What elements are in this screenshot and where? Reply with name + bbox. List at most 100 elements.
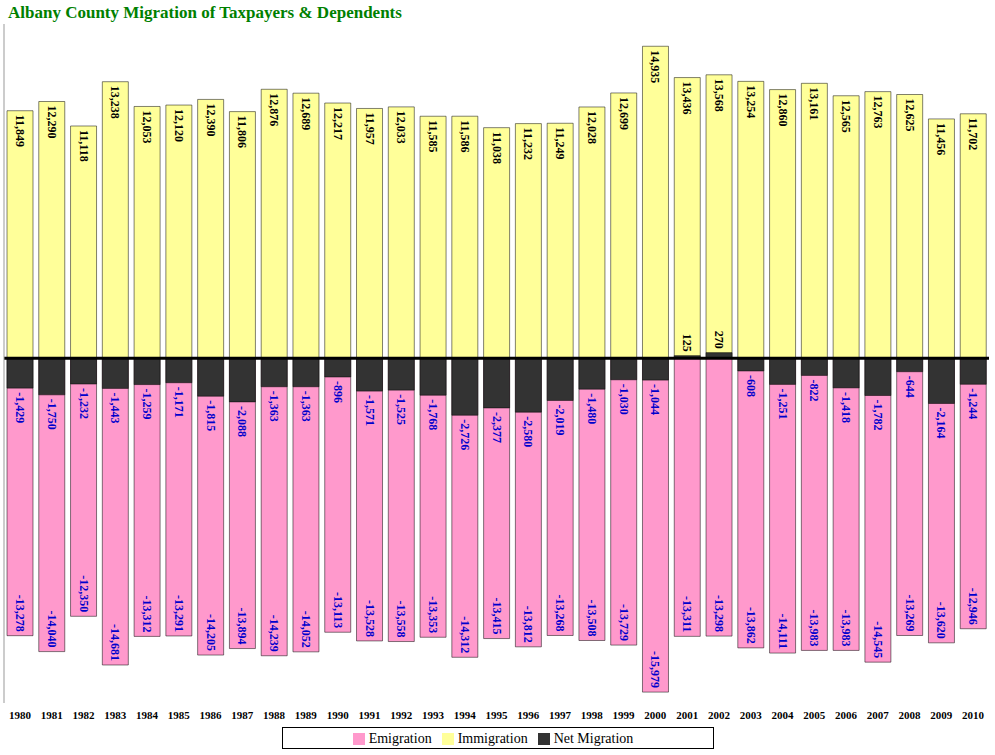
svg-text:-644: -644 xyxy=(903,376,917,398)
svg-text:-896: -896 xyxy=(331,381,345,403)
svg-text:2005: 2005 xyxy=(803,709,826,721)
svg-text:-13,269: -13,269 xyxy=(903,594,917,631)
svg-text:1982: 1982 xyxy=(72,709,95,721)
svg-text:11,118: 11,118 xyxy=(77,130,91,162)
svg-text:-13,278: -13,278 xyxy=(13,595,27,632)
svg-text:-822: -822 xyxy=(807,379,821,401)
svg-text:-1,815: -1,815 xyxy=(204,400,218,431)
svg-text:-1,768: -1,768 xyxy=(426,399,440,430)
svg-text:-1,443: -1,443 xyxy=(108,392,122,423)
svg-text:1985: 1985 xyxy=(168,709,191,721)
svg-text:-14,040: -14,040 xyxy=(45,611,59,648)
svg-text:-1,571: -1,571 xyxy=(363,395,377,426)
svg-text:12,120: 12,120 xyxy=(172,109,186,142)
svg-text:-13,862: -13,862 xyxy=(744,607,758,644)
svg-text:-1,782: -1,782 xyxy=(871,400,885,431)
svg-text:-1,251: -1,251 xyxy=(776,388,790,419)
svg-text:2007: 2007 xyxy=(867,709,890,721)
svg-text:12,033: 12,033 xyxy=(394,111,408,144)
svg-text:-2,580: -2,580 xyxy=(521,416,535,447)
svg-text:2000: 2000 xyxy=(644,709,667,721)
svg-text:-13,729: -13,729 xyxy=(617,604,631,641)
svg-text:1989: 1989 xyxy=(295,709,318,721)
svg-text:12,053: 12,053 xyxy=(140,110,154,143)
svg-text:1994: 1994 xyxy=(454,709,477,721)
svg-text:1995: 1995 xyxy=(486,709,509,721)
svg-text:1987: 1987 xyxy=(231,709,254,721)
svg-text:12,699: 12,699 xyxy=(617,97,631,130)
svg-text:-2,377: -2,377 xyxy=(490,412,504,443)
svg-text:12,217: 12,217 xyxy=(331,107,345,140)
svg-text:11,957: 11,957 xyxy=(363,112,377,144)
svg-text:13,161: 13,161 xyxy=(807,87,821,120)
svg-text:270: 270 xyxy=(712,331,726,349)
svg-text:125: 125 xyxy=(680,334,694,352)
svg-text:-13,983: -13,983 xyxy=(807,609,821,646)
svg-text:11,702: 11,702 xyxy=(966,118,980,150)
svg-text:-12,350: -12,350 xyxy=(77,575,91,612)
svg-text:13,254: 13,254 xyxy=(744,85,758,118)
svg-text:1997: 1997 xyxy=(549,709,572,721)
svg-text:2008: 2008 xyxy=(899,709,922,721)
svg-text:11,249: 11,249 xyxy=(553,127,567,159)
svg-text:-13,113: -13,113 xyxy=(331,592,345,628)
svg-text:2004: 2004 xyxy=(771,709,794,721)
svg-text:11,806: 11,806 xyxy=(235,116,249,148)
svg-text:12,763: 12,763 xyxy=(871,96,885,129)
svg-text:-13,268: -13,268 xyxy=(553,594,567,631)
svg-text:-1,030: -1,030 xyxy=(617,384,631,415)
svg-text:2003: 2003 xyxy=(740,709,763,721)
svg-text:-608: -608 xyxy=(744,375,758,397)
svg-text:-13,983: -13,983 xyxy=(839,609,853,646)
svg-text:11,456: 11,456 xyxy=(934,123,948,155)
svg-text:11,038: 11,038 xyxy=(490,132,504,164)
svg-text:2002: 2002 xyxy=(708,709,731,721)
svg-text:-13,353: -13,353 xyxy=(426,596,440,633)
svg-text:-13,620: -13,620 xyxy=(934,602,948,639)
svg-text:11,849: 11,849 xyxy=(13,115,27,147)
svg-text:12,290: 12,290 xyxy=(45,106,59,139)
svg-text:13,238: 13,238 xyxy=(108,86,122,119)
svg-text:-13,415: -13,415 xyxy=(490,598,504,635)
svg-text:11,586: 11,586 xyxy=(458,120,472,152)
svg-text:1999: 1999 xyxy=(613,709,636,721)
svg-text:-13,812: -13,812 xyxy=(521,606,535,643)
svg-text:11,232: 11,232 xyxy=(521,128,535,160)
svg-text:1988: 1988 xyxy=(263,709,286,721)
svg-text:12,028: 12,028 xyxy=(585,111,599,144)
svg-text:14,935: 14,935 xyxy=(648,50,662,83)
svg-text:1998: 1998 xyxy=(581,709,604,721)
svg-text:1996: 1996 xyxy=(517,709,540,721)
svg-text:-13,894: -13,894 xyxy=(235,608,249,645)
svg-text:-1,363: -1,363 xyxy=(299,391,313,422)
svg-text:1980: 1980 xyxy=(9,709,32,721)
svg-text:-14,312: -14,312 xyxy=(458,616,472,653)
svg-text:1991: 1991 xyxy=(358,709,380,721)
svg-text:2009: 2009 xyxy=(930,709,953,721)
svg-text:-1,259: -1,259 xyxy=(140,389,154,420)
svg-text:12,390: 12,390 xyxy=(204,103,218,136)
svg-text:-13,291: -13,291 xyxy=(172,595,186,632)
svg-text:-2,019: -2,019 xyxy=(553,404,567,435)
svg-text:1984: 1984 xyxy=(136,709,159,721)
svg-text:-1,429: -1,429 xyxy=(13,392,27,423)
svg-text:-1,525: -1,525 xyxy=(394,394,408,425)
svg-text:12,625: 12,625 xyxy=(903,99,917,132)
svg-text:-13,298: -13,298 xyxy=(712,595,726,632)
svg-text:-1,750: -1,750 xyxy=(45,399,59,430)
svg-text:-14,545: -14,545 xyxy=(871,621,885,658)
svg-text:-13,311: -13,311 xyxy=(680,596,694,632)
svg-text:-1,171: -1,171 xyxy=(172,387,186,418)
svg-text:-2,088: -2,088 xyxy=(235,406,249,437)
svg-text:-14,111: -14,111 xyxy=(776,613,790,649)
svg-text:-15,979: -15,979 xyxy=(648,651,662,688)
svg-text:1981: 1981 xyxy=(41,709,63,721)
svg-text:-1,480: -1,480 xyxy=(585,393,599,424)
svg-text:-14,681: -14,681 xyxy=(108,624,122,661)
svg-text:1986: 1986 xyxy=(200,709,223,721)
svg-text:-2,164: -2,164 xyxy=(934,407,948,438)
svg-text:1993: 1993 xyxy=(422,709,445,721)
svg-text:12,860: 12,860 xyxy=(776,94,790,127)
svg-text:2010: 2010 xyxy=(962,709,985,721)
svg-text:-1,044: -1,044 xyxy=(648,384,662,415)
